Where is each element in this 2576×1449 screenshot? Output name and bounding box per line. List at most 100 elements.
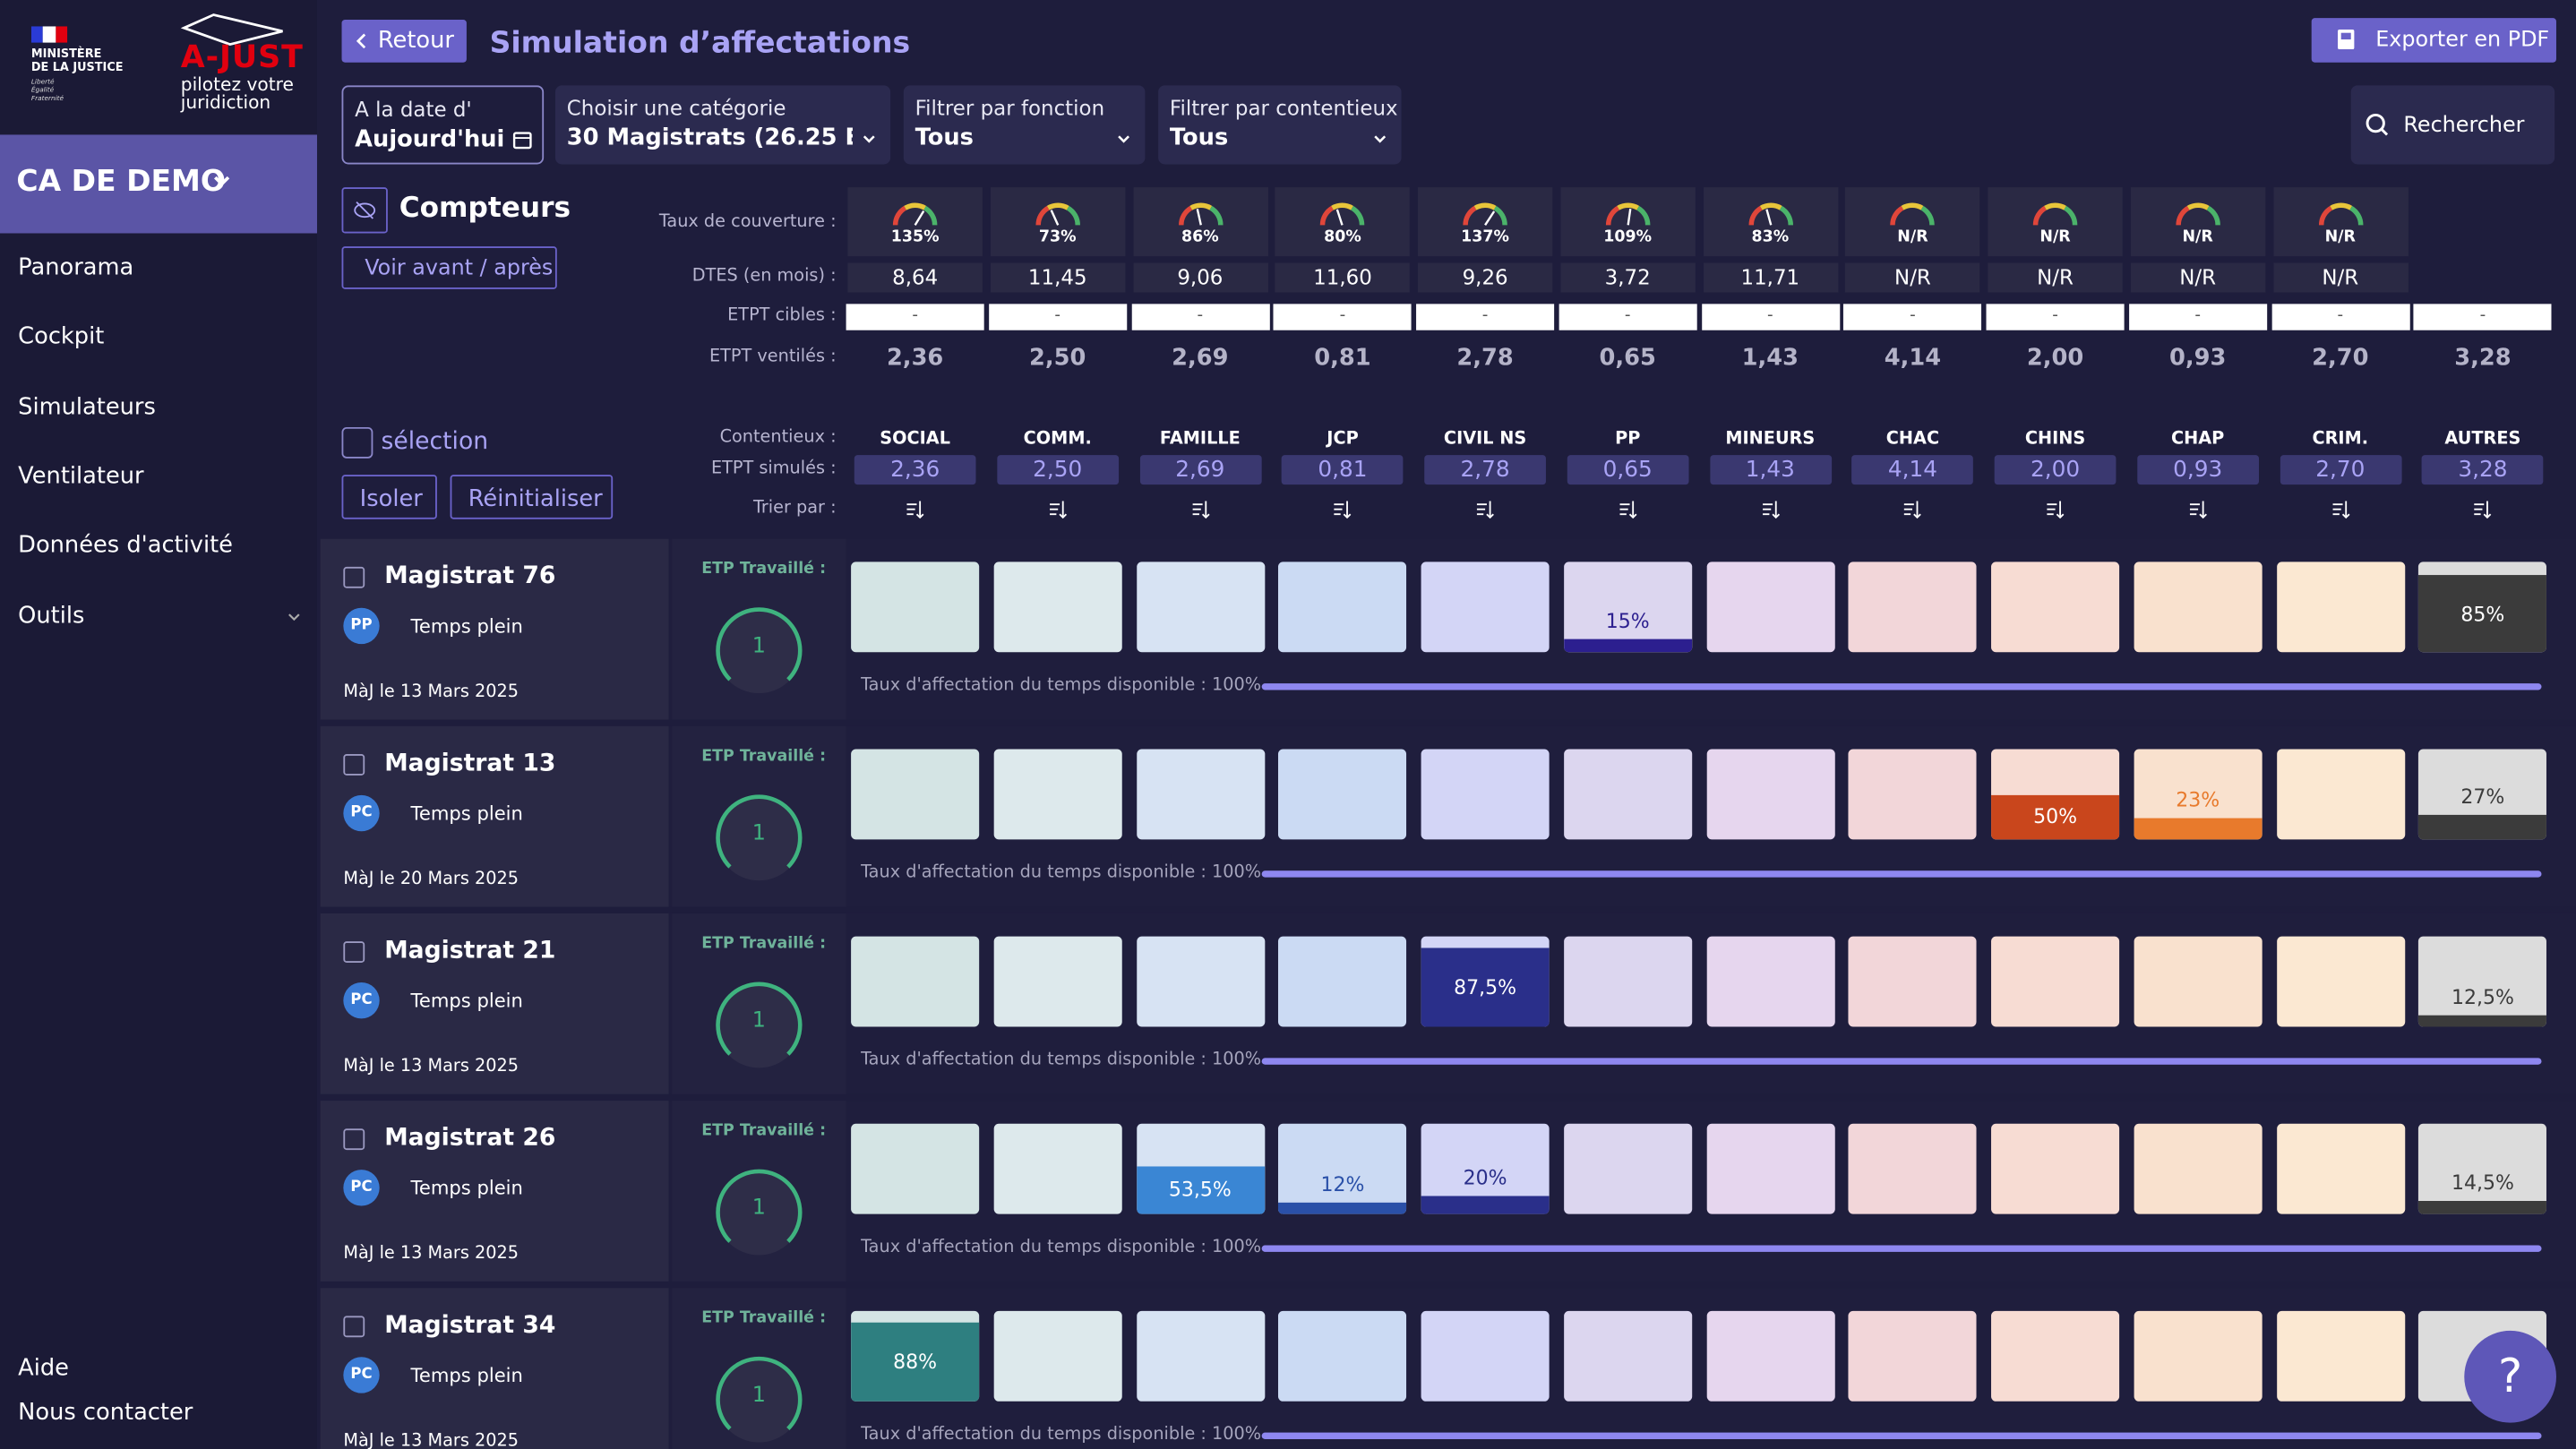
allocation-cell[interactable] [993,750,1121,840]
export-button[interactable]: Exporter en PDF [2312,18,2556,63]
allocation-cell[interactable] [1136,750,1264,840]
allocation-cell[interactable] [1849,1311,1977,1402]
allocation-cell[interactable] [2276,562,2404,652]
allocation-cell[interactable] [851,750,979,840]
sort-icon[interactable] [1760,500,1780,519]
allocation-cell[interactable] [1421,1311,1550,1402]
filter[interactable]: Filtrer par contentieuxTous [1158,85,1401,164]
allocation-cell[interactable] [1706,750,1834,840]
allocation-cell[interactable] [1849,937,1977,1027]
allocation-cell[interactable]: 15% [1564,562,1692,652]
allocation-cell[interactable] [2134,1311,2262,1402]
filter[interactable]: A la date d'Aujourd'hui [342,85,545,164]
allocation-cell[interactable] [993,1311,1121,1402]
allocation-cell[interactable] [1849,1124,1977,1214]
help-button[interactable]: ? [2464,1331,2556,1423]
allocation-cell[interactable] [1991,562,2119,652]
allocation-cell[interactable]: 88% [851,1311,979,1402]
sort-icon[interactable] [1048,500,1068,519]
filter[interactable]: Filtrer par fonctionTous [904,85,1146,164]
reset-button[interactable]: Réinitialiser [451,475,614,519]
visibility-toggle[interactable] [342,187,388,233]
sort-icon[interactable] [1475,500,1495,519]
allocation-cell[interactable]: 50% [1991,750,2119,840]
row-checkbox[interactable] [343,1128,365,1150]
allocation-cell[interactable]: 12% [1278,1124,1406,1214]
select-all-checkbox[interactable] [342,427,374,459]
row-checkbox[interactable] [343,1316,365,1337]
allocation-cell[interactable] [1564,1311,1692,1402]
row-checkbox[interactable] [343,941,365,963]
allocation-label: 53,5% [1136,1179,1264,1202]
allocation-cell[interactable] [993,562,1121,652]
allocation-cell[interactable] [1136,937,1264,1027]
nav-item[interactable]: Ventilateur [18,463,143,489]
sort-icon[interactable] [1618,500,1637,519]
allocation-cell[interactable] [2276,750,2404,840]
row-checkbox[interactable] [343,754,365,776]
allocation-cell[interactable] [1991,937,2119,1027]
sort-icon[interactable] [1902,500,1922,519]
allocation-cell[interactable] [1136,1311,1264,1402]
allocation-cell[interactable] [2134,562,2262,652]
sort-icon[interactable] [2331,500,2350,519]
allocation-cell[interactable] [851,1124,979,1214]
allocation-cell[interactable]: 85% [2418,562,2546,652]
isolate-button[interactable]: Isoler [342,475,437,519]
allocation-cell[interactable] [1706,1311,1834,1402]
allocation-cell[interactable] [1564,1124,1692,1214]
nav-item[interactable]: Simulateurs [18,394,156,420]
filter[interactable]: Choisir une catégorie30 Magistrats (26.2… [555,85,890,164]
back-button[interactable]: Retour [342,20,467,63]
allocation-cell[interactable]: 23% [2134,750,2262,840]
allocation-cell[interactable] [1991,1124,2119,1214]
nav-item[interactable]: Cockpit [18,323,104,349]
sort-icon[interactable] [1190,500,1210,519]
allocation-cell[interactable] [1564,937,1692,1027]
allocation-cell[interactable] [1278,562,1406,652]
sort-icon[interactable] [2046,500,2065,519]
allocation-cell[interactable]: 87,5% [1421,937,1550,1027]
allocation-cell[interactable] [1849,562,1977,652]
allocation-cell[interactable] [2276,1311,2404,1402]
allocation-cell[interactable] [1278,937,1406,1027]
allocation-cell[interactable] [993,937,1121,1027]
allocation-cell[interactable] [1564,750,1692,840]
jurisdiction-button[interactable]: CA DE DEMO [0,134,317,233]
allocation-cell[interactable]: 27% [2418,750,2546,840]
allocation-cell[interactable] [993,1124,1121,1214]
allocation-cell[interactable] [1421,750,1550,840]
row-checkbox[interactable] [343,567,365,588]
sort-icon[interactable] [2473,500,2493,519]
nav-item[interactable]: Données d'activité [18,532,233,558]
allocation-cell[interactable] [2134,1124,2262,1214]
allocation-cell[interactable] [2276,1124,2404,1214]
allocation-cell[interactable]: 14,5% [2418,1124,2546,1214]
nav-item[interactable]: Panorama [18,254,133,280]
allocation-cell[interactable] [2276,937,2404,1027]
allocation-cell[interactable] [1421,562,1550,652]
nav-item[interactable]: Outils [18,603,84,629]
sort-icon[interactable] [1333,500,1352,519]
allocation-cell[interactable] [1849,750,1977,840]
allocation-cell[interactable] [1991,1311,2119,1402]
footer-link[interactable]: Nous contacter [18,1400,193,1426]
footer-link[interactable]: Aide [18,1355,69,1381]
sort-icon[interactable] [2188,500,2208,519]
before-after-button[interactable]: Voir avant / après [342,246,557,289]
allocation-cell[interactable]: 20% [1421,1124,1550,1214]
sort-icon[interactable] [906,500,925,519]
allocation-cell[interactable] [1278,750,1406,840]
allocation-cell[interactable] [851,937,979,1027]
allocation-cell[interactable] [1136,562,1264,652]
allocation-cell[interactable] [1706,562,1834,652]
allocation-cell[interactable]: 53,5% [1136,1124,1264,1214]
allocation-cell[interactable] [1706,937,1834,1027]
allocation-cell[interactable] [851,562,979,652]
allocation-cell[interactable] [2134,937,2262,1027]
search-button[interactable]: Rechercher [2351,85,2555,164]
coverage-label: 137% [1418,228,1552,246]
allocation-cell[interactable] [1278,1311,1406,1402]
allocation-cell[interactable] [1706,1124,1834,1214]
allocation-cell[interactable]: 12,5% [2418,937,2546,1027]
